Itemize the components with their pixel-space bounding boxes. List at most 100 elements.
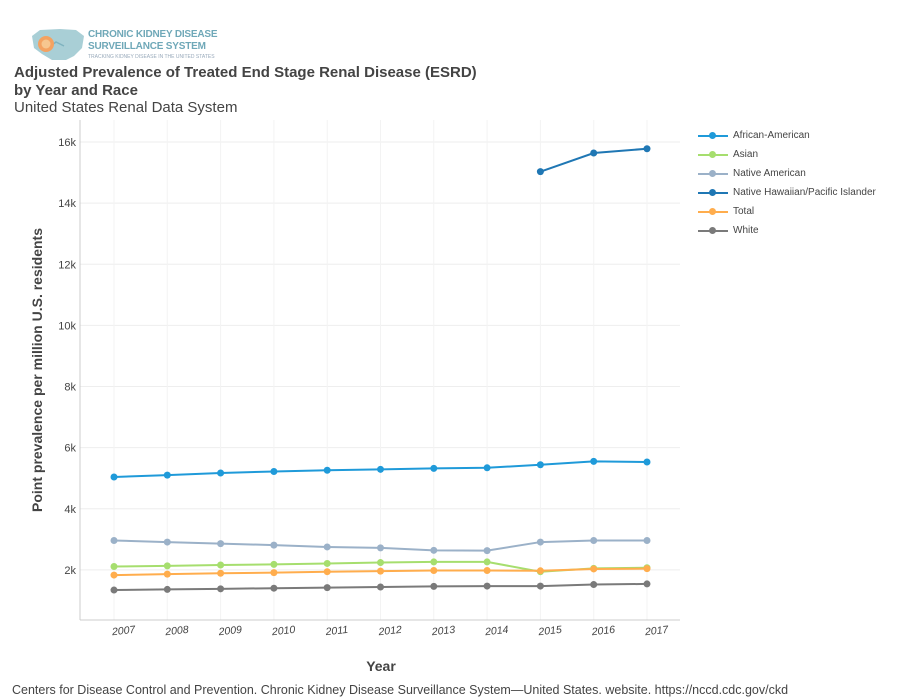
data-point-asian[interactable] (323, 559, 331, 567)
data-point-asian[interactable] (110, 563, 118, 571)
legend-item-asian[interactable]: Asian (698, 145, 900, 164)
y-axis-label: Point prevalence per million U.S. reside… (29, 228, 45, 512)
data-point-native-american[interactable] (536, 538, 544, 546)
data-point-african-american[interactable] (430, 464, 438, 472)
data-point-native-hawaiian-pacific-islander[interactable] (590, 149, 598, 157)
data-point-african-american[interactable] (110, 473, 118, 481)
data-point-asian[interactable] (163, 562, 171, 570)
data-point-total[interactable] (163, 570, 171, 578)
legend-item-white[interactable]: White (698, 221, 900, 240)
x-tick-label: 2016 (590, 624, 616, 638)
data-point-native-american[interactable] (270, 541, 278, 549)
legend-item-african-american[interactable]: African-American (698, 126, 900, 145)
y-tick-label: 4k (64, 504, 76, 516)
x-tick-label: 2014 (484, 624, 510, 638)
data-point-total[interactable] (536, 567, 544, 575)
x-tick-label: 2012 (377, 624, 403, 638)
data-point-white[interactable] (217, 585, 225, 593)
legend-item-native-hawaiian-pacific-islander[interactable]: Native Hawaiian/Pacific Islander (698, 183, 900, 202)
legend-label: Native American (733, 168, 806, 179)
data-point-total[interactable] (590, 565, 598, 573)
x-tick-label: 2009 (217, 624, 243, 638)
data-point-total[interactable] (483, 566, 491, 574)
series-native-hawaiian-pacific-islander (536, 145, 651, 176)
data-point-native-american[interactable] (483, 547, 491, 555)
data-point-native-american[interactable] (163, 538, 171, 546)
data-point-native-american[interactable] (430, 546, 438, 554)
x-tick-label: 2008 (164, 624, 190, 638)
data-point-total[interactable] (217, 569, 225, 577)
y-tick-label: 6k (64, 443, 76, 455)
data-point-white[interactable] (163, 585, 171, 593)
data-point-asian[interactable] (483, 558, 491, 566)
x-tick-label: 2015 (537, 624, 563, 638)
x-tick-label: 2017 (643, 624, 670, 639)
data-point-african-american[interactable] (163, 471, 171, 479)
y-tick-label: 16k (58, 137, 76, 149)
y-tick-label: 2k (64, 565, 76, 577)
data-point-white[interactable] (643, 580, 651, 588)
legend-swatch-icon (698, 150, 728, 160)
data-point-native-american[interactable] (590, 537, 598, 545)
data-point-african-american[interactable] (377, 465, 384, 473)
data-point-white[interactable] (323, 584, 331, 592)
data-point-total[interactable] (643, 565, 651, 573)
data-point-african-american[interactable] (590, 457, 598, 465)
legend-item-native-american[interactable]: Native American (698, 164, 900, 183)
legend-swatch-icon (698, 169, 728, 179)
y-tick-label: 8k (64, 382, 76, 394)
data-point-african-american[interactable] (483, 464, 491, 472)
chart-title-line1: Adjusted Prevalence of Treated End Stage… (14, 64, 477, 81)
data-point-african-american[interactable] (217, 469, 225, 477)
y-tick-label: 12k (58, 259, 76, 271)
x-tick-label: 2011 (324, 624, 349, 638)
legend-item-total[interactable]: Total (698, 202, 900, 221)
data-point-african-american[interactable] (323, 466, 331, 474)
data-point-total[interactable] (377, 567, 384, 575)
data-point-asian[interactable] (270, 560, 278, 568)
data-point-native-american[interactable] (217, 540, 225, 548)
legend-label: Native Hawaiian/Pacific Islander (733, 187, 876, 198)
chart-title-line2: by Year and Race (14, 82, 138, 99)
data-point-asian[interactable] (217, 561, 225, 569)
logo-text-line3: TRACKING KIDNEY DISEASE IN THE UNITED ST… (88, 54, 215, 60)
data-point-white[interactable] (536, 582, 544, 590)
data-point-african-american[interactable] (536, 461, 544, 469)
y-tick-labels: 2k 4k 6k 8k 10k 12k 14k 16k (58, 137, 76, 577)
source-citation: Centers for Disease Control and Preventi… (12, 683, 789, 697)
cdc-ckd-logo: CHRONIC KIDNEY DISEASE SURVEILLANCE SYST… (30, 26, 218, 66)
data-point-white[interactable] (590, 581, 598, 589)
us-map-icon (32, 29, 84, 60)
legend-label: Total (733, 206, 755, 217)
data-point-total[interactable] (323, 568, 331, 576)
data-point-white[interactable] (430, 582, 438, 590)
data-point-african-american[interactable] (643, 458, 651, 466)
data-point-white[interactable] (483, 582, 491, 590)
data-point-native-american[interactable] (110, 537, 118, 545)
logo-text-line1: CHRONIC KIDNEY DISEASE (88, 29, 218, 40)
data-point-total[interactable] (430, 566, 438, 574)
data-point-asian[interactable] (377, 559, 384, 567)
chart-title: Adjusted Prevalence of Treated End Stage… (14, 64, 477, 100)
data-point-native-american[interactable] (323, 543, 331, 551)
data-point-total[interactable] (270, 569, 278, 577)
data-point-african-american[interactable] (270, 467, 278, 475)
x-tick-label: 2013 (430, 624, 456, 638)
y-tick-label: 10k (58, 320, 76, 332)
data-point-native-american[interactable] (377, 544, 384, 552)
data-point-native-hawaiian-pacific-islander[interactable] (643, 145, 651, 153)
data-point-asian[interactable] (430, 558, 438, 566)
data-point-white[interactable] (110, 586, 118, 594)
data-point-total[interactable] (110, 571, 118, 579)
x-tick-label: 2007 (110, 624, 137, 639)
data-point-white[interactable] (270, 584, 278, 592)
data-point-native-american[interactable] (643, 537, 651, 545)
data-point-native-hawaiian-pacific-islander[interactable] (536, 168, 544, 176)
x-axis-label: Year (366, 658, 396, 674)
data-point-white[interactable] (377, 583, 384, 591)
series-native-american (110, 537, 651, 555)
y-tick-label: 14k (58, 198, 76, 210)
legend-swatch-icon (698, 207, 728, 217)
legend-label: African-American (733, 130, 810, 141)
logo-text-line2: SURVEILLANCE SYSTEM (88, 41, 206, 52)
